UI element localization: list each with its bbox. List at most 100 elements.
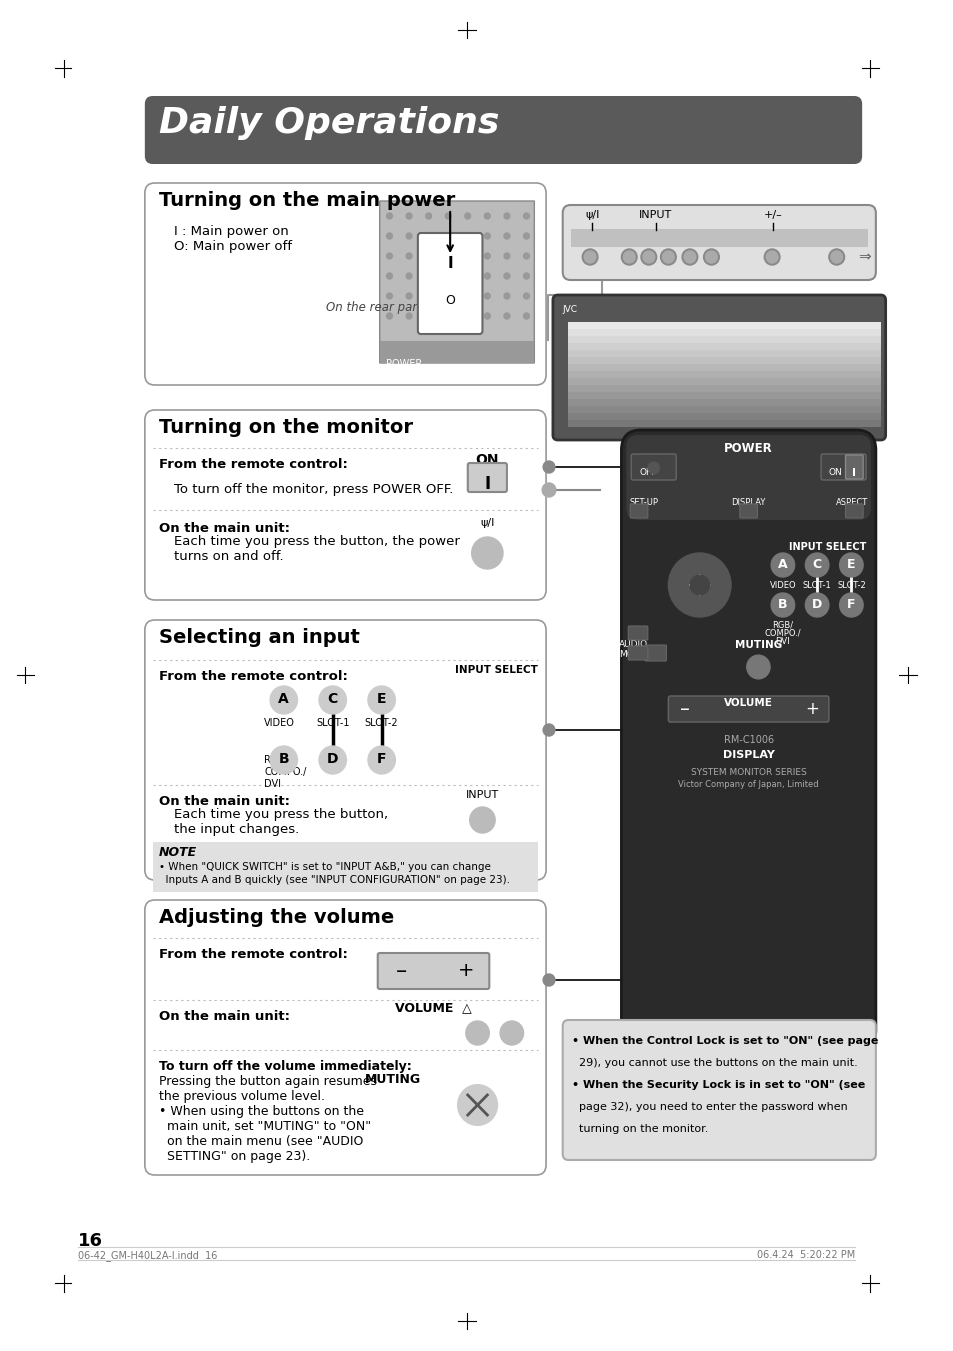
Text: D: D [327,753,338,766]
Circle shape [445,232,451,239]
Circle shape [689,576,709,594]
Bar [567,322,880,330]
Circle shape [464,313,470,319]
Text: E: E [846,558,855,570]
Circle shape [523,273,529,280]
Circle shape [406,273,412,280]
Text: POWER: POWER [723,442,772,455]
Circle shape [425,293,431,299]
FancyBboxPatch shape [145,182,545,385]
Text: INPUT SELECT: INPUT SELECT [455,665,537,676]
Circle shape [465,1021,489,1046]
Circle shape [828,249,843,265]
Bar [567,413,880,420]
Text: I: I [447,255,453,272]
Text: AUDIO
MODE: AUDIO MODE [618,640,647,659]
Bar [567,330,880,336]
Circle shape [523,232,529,239]
Text: SLOT-1: SLOT-1 [315,717,349,728]
Text: COMPO./: COMPO./ [763,630,801,638]
FancyBboxPatch shape [844,504,862,517]
FancyBboxPatch shape [379,201,534,363]
Circle shape [484,253,490,259]
Bar [567,385,880,392]
Text: Selecting an input: Selecting an input [158,628,359,647]
Circle shape [484,273,490,280]
FancyBboxPatch shape [668,696,828,721]
Text: I: I [851,467,856,478]
FancyBboxPatch shape [821,454,865,480]
FancyBboxPatch shape [562,205,875,280]
Text: To turn off the monitor, press POWER OFF.: To turn off the monitor, press POWER OFF… [174,484,453,496]
Circle shape [464,273,470,280]
Text: +: + [804,700,819,717]
Circle shape [445,253,451,259]
Text: +/–: +/– [763,209,781,220]
Circle shape [620,249,637,265]
FancyBboxPatch shape [628,626,647,640]
Text: RGB/: RGB/ [264,755,289,765]
Circle shape [445,293,451,299]
Bar [567,350,880,357]
Circle shape [464,232,470,239]
Circle shape [541,484,556,497]
FancyBboxPatch shape [377,952,489,989]
Circle shape [406,253,412,259]
Circle shape [523,213,529,219]
Text: • When "QUICK SWITCH" is set to "INPUT A&B," you can change: • When "QUICK SWITCH" is set to "INPUT A… [158,862,490,871]
Circle shape [499,1021,523,1046]
Circle shape [647,462,659,474]
FancyBboxPatch shape [628,646,647,661]
Text: I: I [484,476,490,493]
Text: DISPLAY: DISPLAY [731,499,765,507]
FancyBboxPatch shape [844,455,862,480]
Text: RM-C1006: RM-C1006 [722,735,773,744]
Bar [567,392,880,399]
Text: –: – [395,961,406,981]
Circle shape [425,232,431,239]
Bar [567,343,880,350]
Circle shape [368,686,395,713]
Text: VIDEO: VIDEO [769,581,796,590]
Text: SLOT-2: SLOT-2 [364,717,398,728]
Circle shape [406,232,412,239]
Text: POWER: POWER [385,359,421,369]
Text: • When using the buttons on the: • When using the buttons on the [158,1105,363,1119]
Circle shape [839,553,862,577]
Text: SYSTEM MONITOR SERIES: SYSTEM MONITOR SERIES [690,767,805,777]
Circle shape [386,232,392,239]
Circle shape [445,213,451,219]
Text: ⇒: ⇒ [857,250,869,265]
Circle shape [484,232,490,239]
Text: 16: 16 [78,1232,103,1250]
Circle shape [659,249,676,265]
Text: O: Main power off: O: Main power off [174,240,292,253]
Circle shape [469,807,495,834]
Text: 06.4.24  5:20:22 PM: 06.4.24 5:20:22 PM [757,1250,855,1260]
Circle shape [368,746,395,774]
Circle shape [503,273,509,280]
Text: +: + [457,962,474,981]
Text: Turning on the main power: Turning on the main power [158,190,455,209]
Text: A: A [278,692,289,707]
Circle shape [804,553,828,577]
Text: 29), you cannot use the buttons on the main unit.: 29), you cannot use the buttons on the m… [572,1058,858,1069]
Circle shape [503,253,509,259]
Circle shape [464,213,470,219]
Text: On the main unit:: On the main unit: [158,521,289,535]
Text: VOLUME  △: VOLUME △ [395,1001,472,1015]
Circle shape [581,249,598,265]
Circle shape [642,251,654,263]
Circle shape [425,253,431,259]
Text: JVC: JVC [562,305,578,313]
FancyBboxPatch shape [145,409,545,600]
Circle shape [386,273,392,280]
Text: ON: ON [476,453,498,467]
Text: O: O [445,295,455,307]
Circle shape [523,253,529,259]
Circle shape [386,313,392,319]
FancyBboxPatch shape [631,454,676,480]
FancyBboxPatch shape [417,232,482,334]
Text: From the remote control:: From the remote control: [158,670,347,684]
Text: main unit, set "MUTING" to "ON": main unit, set "MUTING" to "ON" [158,1120,371,1133]
